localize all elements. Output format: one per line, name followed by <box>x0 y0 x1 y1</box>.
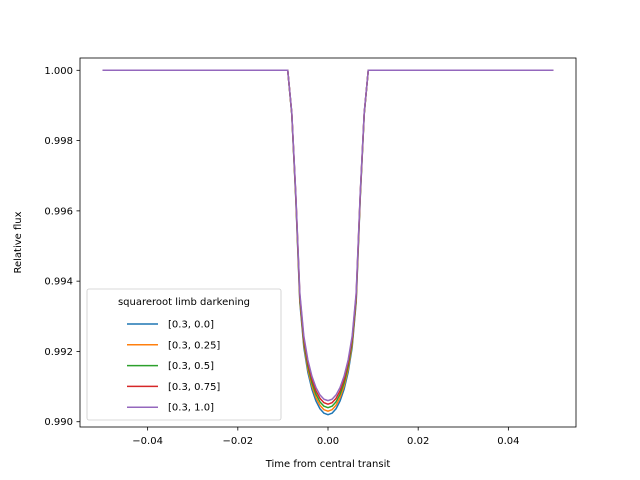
y-tick-label: 0.996 <box>44 206 73 217</box>
x-tick-label: −0.02 <box>222 436 253 447</box>
y-tick-label: 0.990 <box>44 417 73 428</box>
legend-label-5: [0.3, 1.0] <box>168 403 214 414</box>
legend-label-2: [0.3, 0.25] <box>168 340 220 351</box>
x-tick-label: 0.00 <box>317 436 339 447</box>
x-tick-label: 0.02 <box>407 436 429 447</box>
x-axis-label: Time from central transit <box>265 459 391 470</box>
y-axis-label: Relative flux <box>13 211 24 273</box>
x-tick-label: −0.04 <box>132 436 163 447</box>
legend-label-4: [0.3, 0.75] <box>168 382 220 393</box>
legend: squareroot limb darkening [0.3, 0.0][0.3… <box>86 288 282 421</box>
series-layer <box>102 69 554 416</box>
y-tick-label: 1.000 <box>44 66 73 77</box>
x-tick-label: 0.04 <box>497 436 519 447</box>
legend-label-3: [0.3, 0.5] <box>168 361 214 372</box>
legend-items: [0.3, 0.0] [0.3, 0.25] [0.3, 0.5] [0.3, 0.7… <box>127 320 220 414</box>
y-tick-label: 0.998 <box>44 136 73 147</box>
legend-title: squareroot limb darkening <box>118 297 250 308</box>
y-tick-label: 0.994 <box>44 277 73 288</box>
y-tick-label: 0.992 <box>44 347 73 358</box>
x-axis-ticks: −0.04 −0.02 0.00 0.02 0.04 <box>132 427 519 447</box>
legend-label-1: [0.3, 0.0] <box>168 320 214 331</box>
legend-box <box>86 288 282 421</box>
series-line-5 <box>102 69 554 402</box>
y-axis-ticks: 0.990 0.992 0.994 0.996 0.998 1.000 <box>44 66 80 428</box>
